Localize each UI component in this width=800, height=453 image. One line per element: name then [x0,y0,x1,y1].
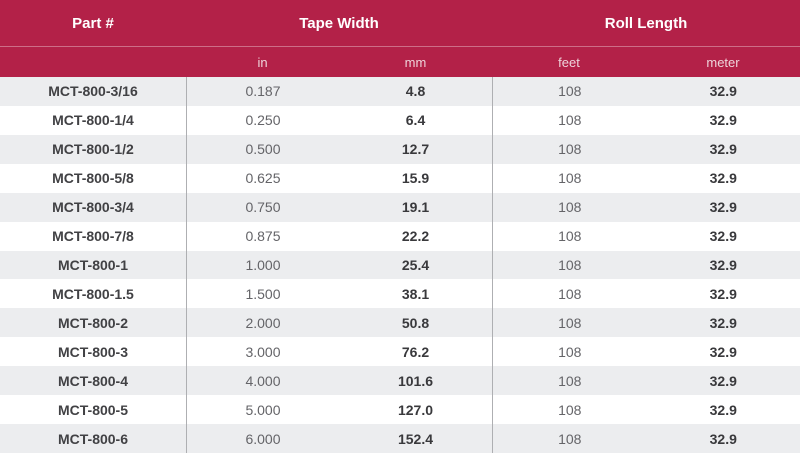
part-number-cell: MCT-800-5 [57,401,129,418]
table-row: MCT-800-1/2 0.500 12.7 108 32.9 [0,134,800,164]
length-feet-cell: 108 [492,424,647,453]
table-row: MCT-800-6 6.000 152.4 108 32.9 [0,424,800,453]
header-roll-length: Roll Length [604,14,688,32]
width-inches-cell: 0.750 [186,192,339,222]
length-meter-cell: 32.9 [709,199,737,216]
length-feet-cell: 108 [492,337,647,367]
length-feet-cell: 108 [492,395,647,425]
part-number-cell: MCT-800-3/4 [52,199,134,216]
part-number-cell: MCT-800-3/16 [48,83,138,100]
subheader-feet: feet [558,54,580,70]
width-mm-cell: 76.2 [401,343,430,360]
subheader-millimeters: mm [404,54,427,70]
width-inches-cell: 6.000 [186,424,339,453]
width-mm-cell: 101.6 [397,372,434,389]
width-mm-cell: 152.4 [397,430,434,447]
table-row: MCT-800-2 2.000 50.8 108 32.9 [0,308,800,338]
length-meter-cell: 32.9 [709,228,737,245]
table-body: MCT-800-3/16 0.187 4.8 108 32.9 MCT-800-… [0,77,800,453]
width-inches-cell: 0.187 [186,77,339,106]
part-number-cell: MCT-800-1/2 [52,141,134,158]
length-meter-cell: 32.9 [709,285,737,302]
table-row: MCT-800-7/8 0.875 22.2 108 32.9 [0,221,800,251]
part-number-cell: MCT-800-3 [57,343,129,360]
header-part-number: Part # [72,14,114,32]
width-mm-cell: 6.4 [405,112,426,129]
width-inches-cell: 1.000 [186,250,339,280]
length-meter-cell: 32.9 [709,256,737,273]
header-tape-width: Tape Width [299,14,379,32]
length-meter-cell: 32.9 [709,372,737,389]
width-mm-cell: 38.1 [401,285,430,302]
part-number-cell: MCT-800-2 [57,314,129,331]
length-feet-cell: 108 [492,77,647,106]
width-inches-cell: 2.000 [186,308,339,338]
width-inches-cell: 0.250 [186,105,339,135]
length-feet-cell: 108 [492,221,647,251]
table-row: MCT-800-1/4 0.250 6.4 108 32.9 [0,105,800,135]
length-meter-cell: 32.9 [709,314,737,331]
length-feet-cell: 108 [492,163,647,193]
length-meter-cell: 32.9 [709,83,737,100]
table-row: MCT-800-3 3.000 76.2 108 32.9 [0,337,800,367]
width-mm-cell: 19.1 [401,199,430,216]
length-feet-cell: 108 [492,134,647,164]
table-row: MCT-800-5 5.000 127.0 108 32.9 [0,395,800,425]
length-feet-cell: 108 [492,192,647,222]
subheader-meters: meter [706,54,740,70]
width-mm-cell: 15.9 [401,170,430,187]
width-inches-cell: 0.500 [186,134,339,164]
part-number-cell: MCT-800-1 [57,256,129,273]
table-row: MCT-800-1 1.000 25.4 108 32.9 [0,250,800,280]
length-feet-cell: 108 [492,366,647,396]
width-inches-cell: 0.625 [186,163,339,193]
width-mm-cell: 12.7 [401,141,430,158]
width-mm-cell: 4.8 [405,83,426,100]
width-mm-cell: 50.8 [401,314,430,331]
part-number-cell: MCT-800-7/8 [52,228,134,245]
length-meter-cell: 32.9 [709,112,737,129]
table-header-row: Part # Tape Width Roll Length [0,0,800,47]
width-mm-cell: 127.0 [397,401,434,418]
part-number-cell: MCT-800-6 [57,430,129,447]
length-feet-cell: 108 [492,105,647,135]
length-meter-cell: 32.9 [709,141,737,158]
width-inches-cell: 5.000 [186,395,339,425]
table-row: MCT-800-3/4 0.750 19.1 108 32.9 [0,192,800,222]
table-subheader-row: in mm feet meter [0,47,800,77]
length-feet-cell: 108 [492,308,647,338]
part-number-cell: MCT-800-4 [57,372,129,389]
part-number-cell: MCT-800-1/4 [52,112,134,129]
table-row: MCT-800-5/8 0.625 15.9 108 32.9 [0,163,800,193]
table-row: MCT-800-1.5 1.500 38.1 108 32.9 [0,279,800,309]
width-inches-cell: 0.875 [186,221,339,251]
width-mm-cell: 22.2 [401,228,430,245]
width-inches-cell: 3.000 [186,337,339,367]
part-number-cell: MCT-800-5/8 [52,170,134,187]
subheader-inches: in [257,54,268,70]
width-mm-cell: 25.4 [401,256,430,273]
table-row: MCT-800-4 4.000 101.6 108 32.9 [0,366,800,396]
length-meter-cell: 32.9 [709,401,737,418]
part-number-cell: MCT-800-1.5 [52,285,134,302]
length-meter-cell: 32.9 [709,430,737,447]
table-row: MCT-800-3/16 0.187 4.8 108 32.9 [0,77,800,106]
length-feet-cell: 108 [492,279,647,309]
length-feet-cell: 108 [492,250,647,280]
width-inches-cell: 1.500 [186,279,339,309]
length-meter-cell: 32.9 [709,170,737,187]
width-inches-cell: 4.000 [186,366,339,396]
length-meter-cell: 32.9 [709,343,737,360]
